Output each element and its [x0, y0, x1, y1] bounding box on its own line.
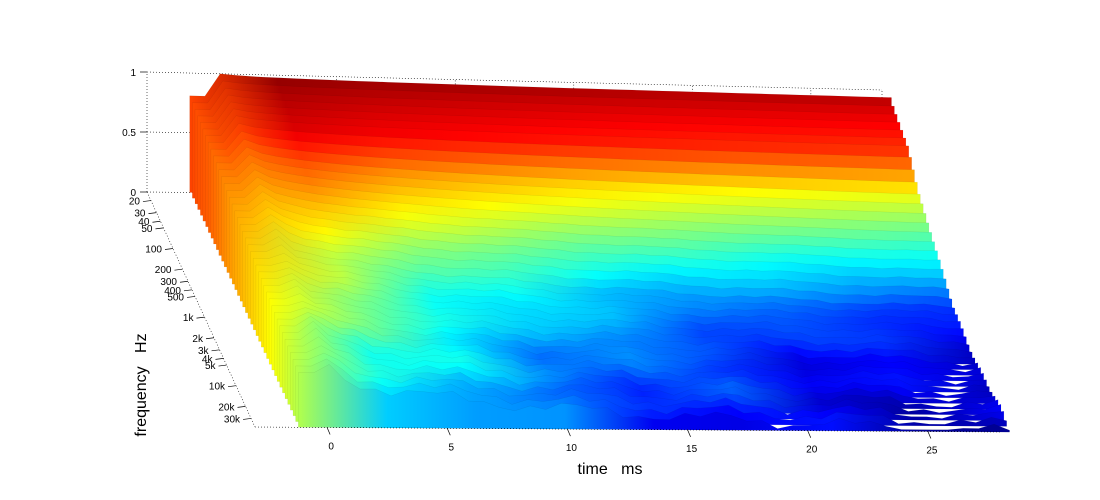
y-tick-mark	[142, 200, 151, 202]
x-tick-mark	[326, 427, 331, 435]
x-axis-label: time ms	[578, 461, 643, 478]
y-tick-mark	[148, 212, 157, 214]
y-tick-label: 20k	[218, 402, 235, 413]
y-tick-mark	[186, 296, 196, 298]
x-tick-mark	[687, 429, 691, 438]
y-tick-mark	[152, 220, 161, 223]
y-tick-label: 30k	[224, 414, 241, 425]
x-tick-mark	[446, 428, 451, 436]
y-tick-label: 2k	[192, 334, 204, 345]
y-tick-label: 5k	[205, 361, 217, 372]
y-tick-mark	[215, 358, 224, 360]
y-tick-label: 30	[134, 209, 146, 220]
x-tick-mark	[567, 428, 571, 437]
box-edge-front-floor	[254, 426, 1001, 433]
box-edge-left-floor	[146, 191, 256, 428]
y-tick-label: 50	[141, 224, 153, 235]
x-tick-mark	[927, 431, 932, 439]
y-tick-mark	[183, 289, 192, 292]
y-tick-mark	[174, 268, 183, 271]
y-tick-mark	[205, 337, 215, 340]
y-tick-label: 100	[145, 245, 162, 256]
y-tick-label: 400	[164, 286, 181, 297]
y-tick-mark	[237, 406, 246, 408]
y-tick-mark	[155, 227, 164, 230]
x-tick-mark	[807, 430, 812, 438]
y-tick-mark	[218, 364, 227, 367]
x-tick-label: 15	[686, 444, 698, 455]
y-tick-label: 4k	[202, 354, 214, 365]
y-tick-label: 300	[160, 277, 177, 288]
y-tick-label: 500	[167, 292, 184, 303]
y-tick-label: 1k	[183, 313, 195, 324]
surface-strip	[298, 364, 1010, 433]
y-axis-label: frequency Hz	[133, 333, 150, 436]
surface-strips	[189, 73, 1010, 433]
x-tick-label: 25	[926, 446, 938, 457]
x-tick-label: 10	[566, 443, 578, 454]
z-tick-label: 0	[130, 188, 136, 199]
y-tick-mark	[211, 349, 220, 352]
y-tick-label: 200	[155, 265, 172, 276]
y-tick-mark	[179, 280, 189, 283]
y-tick-mark	[164, 248, 174, 250]
z-tick-label: 0.5	[122, 128, 136, 139]
y-tick-label: 20	[129, 197, 141, 208]
y-tick-label: 40	[138, 217, 150, 228]
z-tick-label: 1	[130, 68, 136, 79]
x-tick-label: 20	[806, 445, 818, 456]
x-tick-label: 5	[448, 442, 454, 453]
axis-ticks: 0 5 10 15 20 25203040501002003004005001k2k3k4…	[122, 68, 938, 457]
y-tick-mark	[196, 316, 205, 319]
y-tick-mark	[243, 418, 252, 420]
box-edge-back-top	[146, 71, 883, 91]
y-tick-label: 3k	[198, 346, 210, 357]
x-tick-label: 0	[328, 441, 334, 452]
y-tick-mark	[227, 385, 237, 388]
y-tick-label: 10k	[209, 382, 226, 393]
